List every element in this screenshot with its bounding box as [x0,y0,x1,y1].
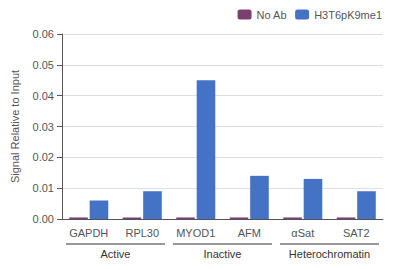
svg-text:SAT2: SAT2 [343,227,370,239]
svg-text:Heterochromatin: Heterochromatin [289,248,370,260]
svg-text:0.00: 0.00 [33,213,54,225]
svg-text:H3T6pK9me1: H3T6pK9me1 [314,9,382,21]
svg-text:Signal Relative to Input: Signal Relative to Input [9,70,21,183]
svg-text:GAPDH: GAPDH [69,227,108,239]
svg-text:No Ab: No Ab [257,9,287,21]
svg-text:Active: Active [101,248,131,260]
svg-text:0.03: 0.03 [33,121,54,133]
svg-text:0.05: 0.05 [33,59,54,71]
svg-text:RPL30: RPL30 [125,227,159,239]
svg-text:0.01: 0.01 [33,182,54,194]
svg-text:AFM: AFM [238,227,261,239]
svg-text:0.06: 0.06 [33,28,54,40]
svg-text:0.04: 0.04 [33,90,54,102]
svg-text:MYOD1: MYOD1 [176,227,215,239]
svg-text:Inactive: Inactive [204,248,242,260]
svg-text:0.02: 0.02 [33,151,54,163]
svg-text:αSat: αSat [291,227,314,239]
